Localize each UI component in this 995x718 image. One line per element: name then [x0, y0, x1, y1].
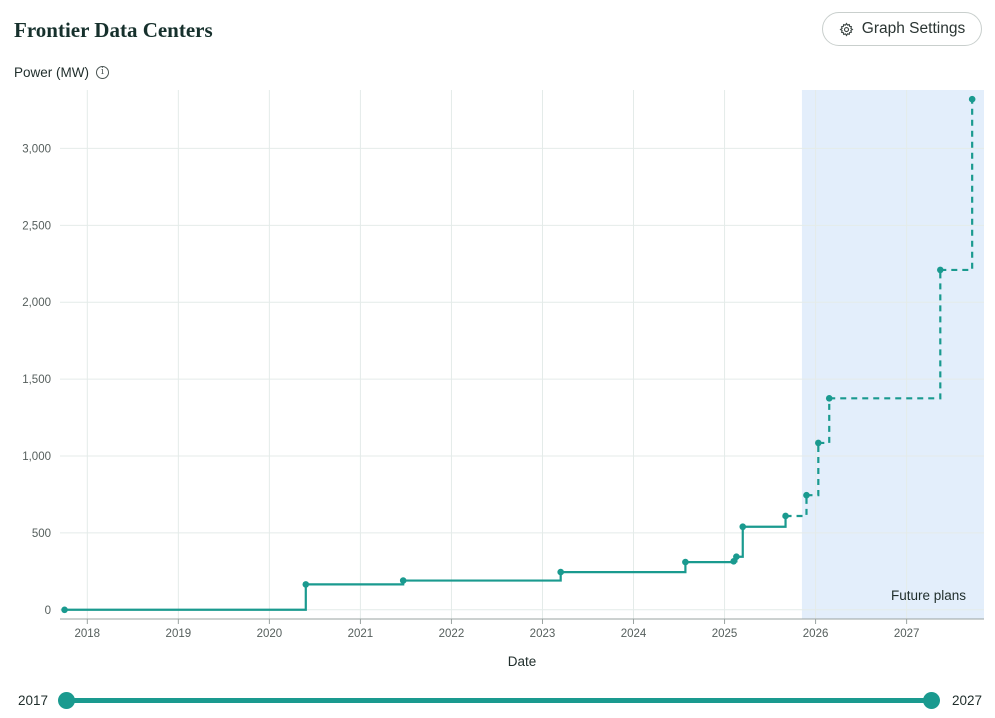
range-min-label: 2017 — [18, 693, 49, 708]
future-plans-region — [801, 90, 984, 619]
x-tick-label: 2023 — [530, 628, 556, 640]
y-tick-label: 3,000 — [22, 143, 51, 155]
y-tick-label: 1,500 — [22, 374, 51, 386]
y-tick-label: 2,000 — [22, 297, 51, 309]
x-axis-title: Date — [508, 654, 537, 669]
y-tick-label: 0 — [45, 605, 51, 617]
data-point — [815, 439, 822, 447]
gear-icon — [839, 22, 854, 36]
data-point — [733, 553, 740, 561]
chart-grid — [60, 90, 984, 619]
info-icon[interactable]: i — [96, 66, 109, 79]
data-point — [782, 512, 789, 520]
y-axis-label-row: Power (MW) i — [14, 65, 109, 80]
range-handle-end[interactable] — [923, 692, 940, 709]
series-line-actual — [64, 515, 787, 611]
series-points — [61, 95, 976, 614]
graph-settings-button[interactable]: Graph Settings — [822, 12, 982, 46]
x-tick-label: 2022 — [439, 628, 465, 640]
x-tick-label: 2019 — [166, 628, 192, 640]
y-tick-label: 500 — [32, 528, 51, 540]
x-axis-ticks: 2018 2019 2020 2021 2022 2023 2024 2025 2026 2027 — [75, 619, 920, 640]
data-point — [937, 266, 944, 274]
x-tick-label: 2026 — [803, 628, 829, 640]
data-point — [557, 568, 564, 576]
data-point — [739, 523, 747, 531]
data-point — [302, 581, 310, 588]
x-tick-label: 2024 — [621, 628, 647, 640]
y-tick-label: 2,500 — [22, 220, 51, 232]
y-axis-label: Power (MW) — [14, 65, 89, 80]
page-title: Frontier Data Centers — [14, 18, 213, 42]
x-tick-label: 2027 — [894, 628, 920, 640]
range-track[interactable] — [66, 698, 932, 703]
data-point — [968, 95, 976, 103]
data-point — [825, 395, 833, 402]
year-range-slider[interactable]: 2017 2027 — [0, 688, 995, 714]
y-tick-label: 1,000 — [22, 451, 51, 463]
y-axis-ticks: 0 500 1,000 1,500 2,000 2,500 3,000 — [22, 143, 51, 616]
x-tick-label: 2018 — [75, 628, 101, 640]
data-point — [682, 558, 689, 566]
range-max-label: 2027 — [952, 693, 983, 708]
data-point — [61, 606, 68, 614]
x-tick-label: 2021 — [348, 628, 374, 640]
graph-settings-label: Graph Settings — [861, 20, 966, 37]
series-line-planned — [785, 99, 974, 518]
data-point — [399, 577, 407, 584]
range-handle-start[interactable] — [58, 692, 75, 709]
x-tick-label: 2020 — [257, 628, 283, 640]
future-plans-label: Future plans — [891, 588, 966, 603]
data-point — [803, 491, 810, 499]
x-tick-label: 2025 — [712, 628, 738, 640]
